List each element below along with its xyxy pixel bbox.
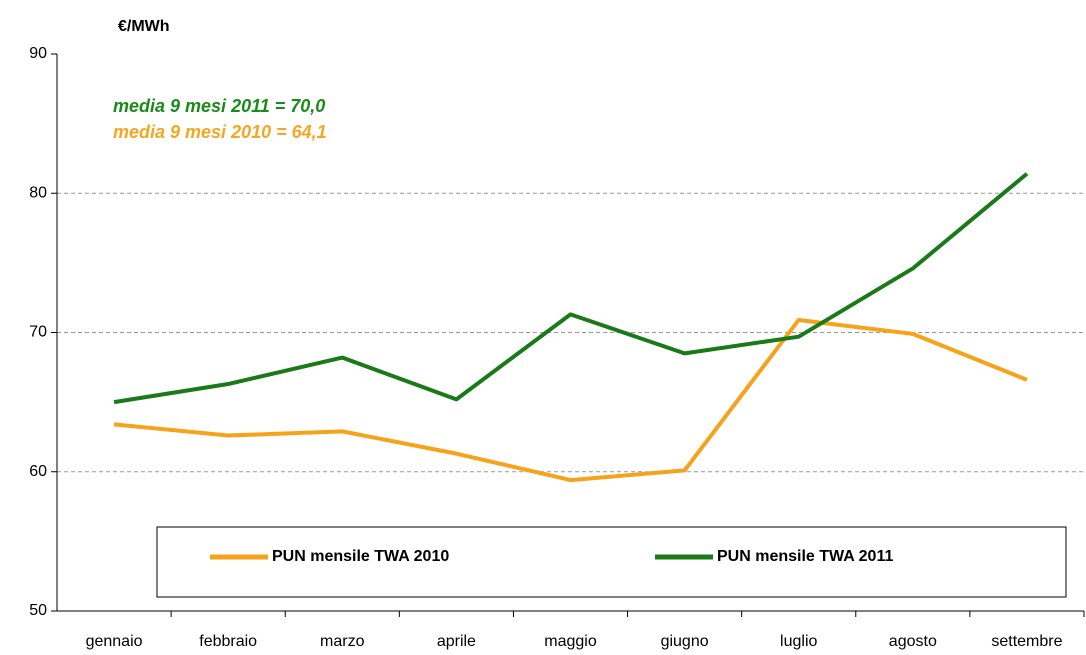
- x-tick-label: gennaio: [86, 633, 143, 650]
- y-tick-label: 80: [29, 184, 47, 201]
- legend: [156, 526, 1067, 598]
- x-tick-label: marzo: [320, 633, 365, 650]
- x-tick-label: giugno: [661, 633, 709, 650]
- x-tick-label: luglio: [780, 633, 817, 650]
- x-tick-label: settembre: [991, 633, 1062, 650]
- line-series: [113, 172, 1029, 405]
- x-tick-label: agosto: [889, 633, 937, 650]
- y-axis-label: €/MWh: [118, 18, 170, 35]
- y-tick-label: 50: [29, 602, 47, 619]
- x-tick-label: maggio: [544, 633, 597, 650]
- y-tick-label: 60: [29, 463, 47, 480]
- line-series: [113, 317, 1028, 483]
- annotation: media 9 mesi 2010 = 64,1: [113, 122, 327, 142]
- x-tick-label: febbraio: [199, 633, 257, 650]
- annotation: media 9 mesi 2011 = 70,0: [113, 96, 325, 116]
- y-tick-label: 90: [29, 45, 47, 62]
- x-tick-label: aprile: [437, 633, 476, 650]
- legend-label: PUN mensile TWA 2011: [717, 548, 893, 565]
- legend-label: PUN mensile TWA 2010: [272, 548, 449, 565]
- y-tick-label: 70: [29, 324, 47, 341]
